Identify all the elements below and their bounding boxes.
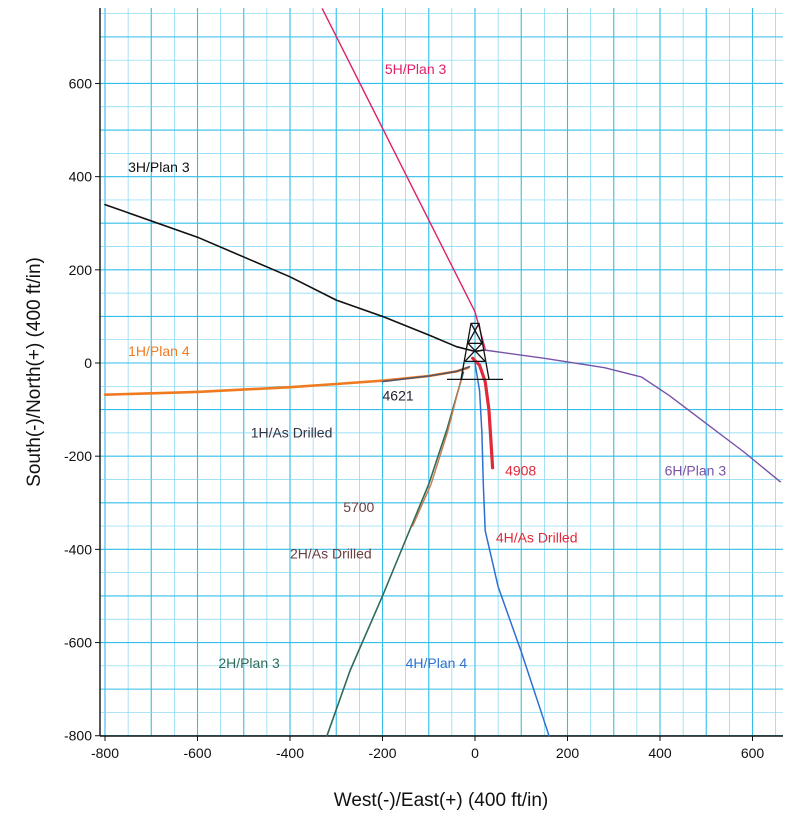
series-3h-plan-3 <box>104 203 486 353</box>
x-tick-label: -800 <box>91 745 119 761</box>
grid <box>100 8 783 737</box>
y-tick-label: -800 <box>64 728 92 744</box>
drilling-rig-icon <box>447 322 503 381</box>
x-tick-label: -600 <box>183 745 211 761</box>
y-tick-label: 200 <box>69 262 93 278</box>
x-tick-label: 600 <box>741 745 765 761</box>
axes <box>99 8 783 737</box>
rig-brace <box>467 342 486 362</box>
series-4h-as-drilled <box>471 356 495 470</box>
x-tick-label: -400 <box>276 745 304 761</box>
series-2h-as-drilled <box>411 378 462 527</box>
annotation-6h-plan-3: 6H/Plan 3 <box>665 463 727 479</box>
y-tick-label: 600 <box>69 75 93 91</box>
annotation-1h-as-drilled: 1H/As Drilled <box>251 425 333 441</box>
annotation-4h-plan-4: 4H/Plan 4 <box>406 655 468 671</box>
annotation-2h-plan-3: 2H/Plan 3 <box>218 655 280 671</box>
x-tick-label: -200 <box>368 745 396 761</box>
y-tick-label: -200 <box>64 448 92 464</box>
x-tick-label: 0 <box>471 745 479 761</box>
rig-brace <box>467 323 480 344</box>
x-axis-title: West(-)/East(+) (400 ft/in) <box>334 790 549 811</box>
annotation-5h-plan-3: 5H/Plan 3 <box>385 61 447 77</box>
x-tick-label: 200 <box>556 745 580 761</box>
annotation-4908: 4908 <box>505 463 536 479</box>
y-axis-title: South(-)/North(+) (400 ft/in) <box>24 257 45 487</box>
annotation-4h-as-drilled: 4H/As Drilled <box>496 529 578 545</box>
rig-brace <box>464 342 483 362</box>
annotation-2h-as-drilled: 2H/As Drilled <box>290 546 372 562</box>
annotation-1h-plan-4: 1H/Plan 4 <box>128 343 190 359</box>
y-tick-label: -400 <box>64 541 92 557</box>
annotation-5700: 5700 <box>343 499 374 515</box>
annotations: 5H/Plan 3 3H/Plan 3 1H/Plan 4 4621 1H/As Dri… <box>128 61 726 671</box>
y-tick-label: -600 <box>64 635 92 651</box>
annotation-4621: 4621 <box>383 387 414 403</box>
series-2h-plan-3 <box>326 371 465 737</box>
rig-brace <box>470 323 483 344</box>
series-4h-plan-4 <box>474 362 550 737</box>
series-6h-plan-3 <box>483 349 781 483</box>
tick-labels: -800 -600 -400 -200 0 200 400 600 -800 -600 -400 -2… <box>64 75 764 761</box>
x-tick-label: 400 <box>648 745 672 761</box>
y-tick-label: 400 <box>69 169 93 185</box>
y-tick-label: 0 <box>84 355 92 371</box>
plot-background <box>100 8 783 736</box>
annotation-3h-plan-3: 3H/Plan 3 <box>128 159 190 175</box>
rig-derrick <box>460 322 490 380</box>
